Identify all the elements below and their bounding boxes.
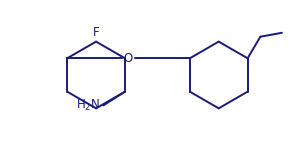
Text: F: F (93, 26, 99, 39)
Text: O: O (124, 52, 133, 65)
Text: H$_2$N: H$_2$N (76, 98, 100, 113)
